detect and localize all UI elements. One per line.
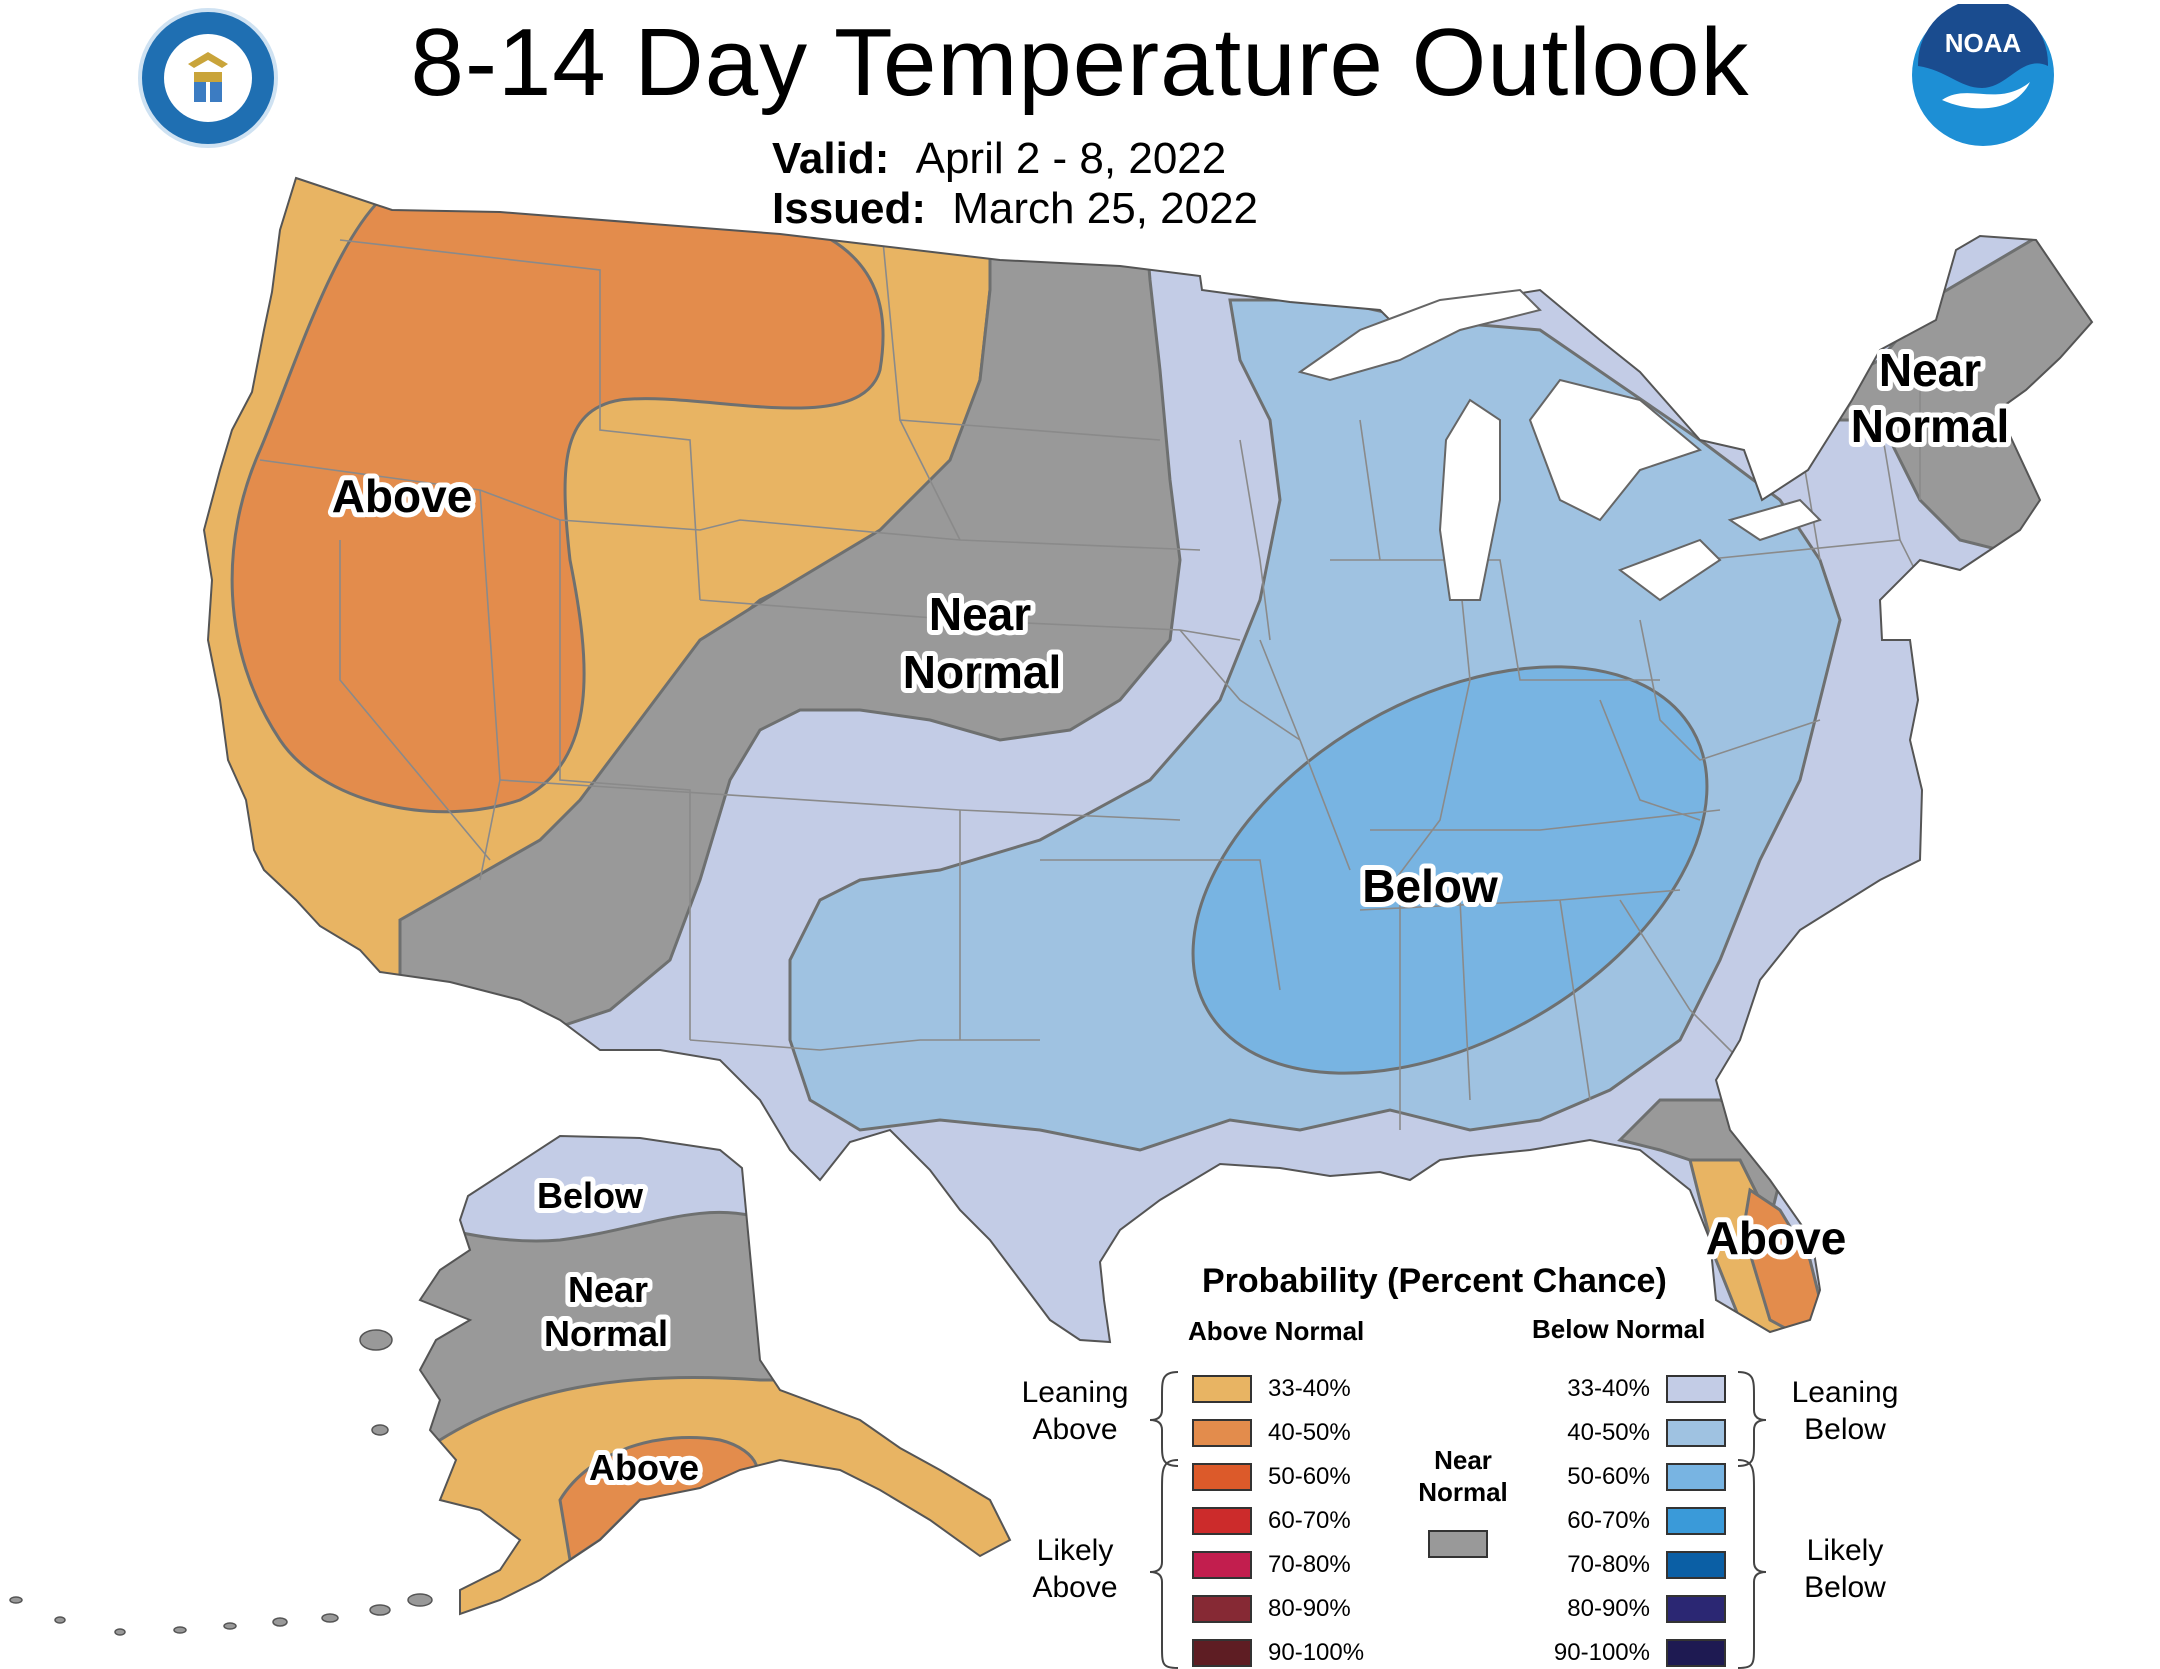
legend-near-normal-label: Near Normal bbox=[1418, 1445, 1508, 1507]
great-lakes bbox=[1297, 288, 1822, 602]
above-legend-swatch bbox=[1192, 1375, 1252, 1403]
label-alaska-near: Near bbox=[568, 1269, 648, 1310]
below-legend-range: 80-90% bbox=[1567, 1595, 1650, 1622]
below-legend-swatch bbox=[1666, 1551, 1726, 1579]
issued-label: Issued: bbox=[772, 184, 927, 233]
label-southeast-below: Below bbox=[1362, 860, 1498, 912]
label-florida-above: Above bbox=[1706, 1212, 1847, 1264]
above-legend-swatch bbox=[1192, 1463, 1252, 1491]
label-west-above: Above bbox=[332, 470, 473, 522]
above-legend-range: 80-90% bbox=[1268, 1595, 1351, 1622]
below-legend-swatch bbox=[1666, 1639, 1726, 1667]
label-likely-above: Likely Above bbox=[1032, 1534, 1118, 1604]
below-legend-swatch bbox=[1666, 1507, 1726, 1535]
issued-date: March 25, 2022 bbox=[952, 184, 1259, 233]
page-title: 8-14 Day Temperature Outlook bbox=[410, 9, 1750, 116]
above-legend-range: 60-70% bbox=[1268, 1507, 1351, 1534]
alaska-outline bbox=[418, 1134, 1012, 1616]
below-legend-swatch bbox=[1666, 1463, 1726, 1491]
department-of-commerce-seal bbox=[138, 8, 278, 148]
below-legend-range: 40-50% bbox=[1567, 1419, 1650, 1446]
below-legend-swatch bbox=[1666, 1419, 1726, 1447]
label-alaska-above: Above bbox=[589, 1447, 699, 1488]
noaa-text: NOAA bbox=[1945, 28, 2022, 58]
label-leaning-below: Leaning Below bbox=[1791, 1376, 1899, 1446]
below-legend-range: 70-80% bbox=[1567, 1551, 1650, 1578]
aleutian-islands bbox=[9, 1329, 433, 1636]
label-likely-below: Likely Below bbox=[1804, 1534, 1886, 1604]
above-legend-swatch bbox=[1192, 1419, 1252, 1447]
below-legend-range: 90-100% bbox=[1553, 1639, 1650, 1666]
seal-icon bbox=[164, 34, 252, 122]
legend-below-header: Below Normal bbox=[1532, 1314, 1706, 1344]
valid-label: Valid: bbox=[772, 134, 890, 183]
legend-title: Probability (Percent Chance) bbox=[1202, 1262, 1667, 1300]
label-alaska-below: Below bbox=[537, 1175, 644, 1216]
above-legend-range: 40-50% bbox=[1268, 1419, 1351, 1446]
label-plains-normal: Normal bbox=[903, 646, 1061, 698]
noaa-bird-icon: NOAA bbox=[1918, 0, 2048, 109]
above-legend-range: 50-60% bbox=[1268, 1463, 1351, 1490]
state-boundaries bbox=[259, 209, 1931, 1130]
above-legend-range: 70-80% bbox=[1268, 1551, 1351, 1578]
legend-above-header: Above Normal bbox=[1188, 1316, 1365, 1346]
below-legend-swatch bbox=[1666, 1375, 1726, 1403]
above-legend-range: 33-40% bbox=[1268, 1375, 1351, 1402]
below-legend-range: 60-70% bbox=[1567, 1507, 1650, 1534]
above-legend-swatch bbox=[1192, 1551, 1252, 1579]
label-leaning-above: Leaning Above bbox=[1021, 1376, 1129, 1446]
below-legend-range: 50-60% bbox=[1567, 1463, 1650, 1490]
label-alaska-normal: Normal bbox=[544, 1313, 668, 1354]
below-legend-swatch bbox=[1666, 1595, 1726, 1623]
above-legend-swatch bbox=[1192, 1639, 1252, 1667]
conus-regions bbox=[204, 178, 2092, 1342]
above-legend-swatch bbox=[1192, 1507, 1252, 1535]
conus-outline bbox=[202, 176, 2094, 1344]
above-legend-swatch bbox=[1192, 1595, 1252, 1623]
alaska-regions bbox=[420, 1136, 1010, 1614]
near-normal-plains bbox=[398, 178, 1182, 1042]
label-northeast-normal: Normal bbox=[1851, 400, 2009, 452]
valid-line: Valid: April 2 - 8, 2022 bbox=[772, 134, 1226, 184]
below-legend-range: 33-40% bbox=[1567, 1375, 1650, 1402]
noaa-logo: NOAA bbox=[1912, 0, 2054, 146]
label-northeast-near: Near bbox=[1879, 344, 1981, 396]
valid-date: April 2 - 8, 2022 bbox=[915, 134, 1227, 183]
below-50-60-region bbox=[1191, 665, 1709, 1075]
issued-line: Issued: March 25, 2022 bbox=[772, 184, 1258, 234]
legend-near-normal-swatch bbox=[1428, 1530, 1488, 1558]
above-legend-range: 90-100% bbox=[1268, 1639, 1365, 1666]
label-plains-near: Near bbox=[929, 588, 1031, 640]
